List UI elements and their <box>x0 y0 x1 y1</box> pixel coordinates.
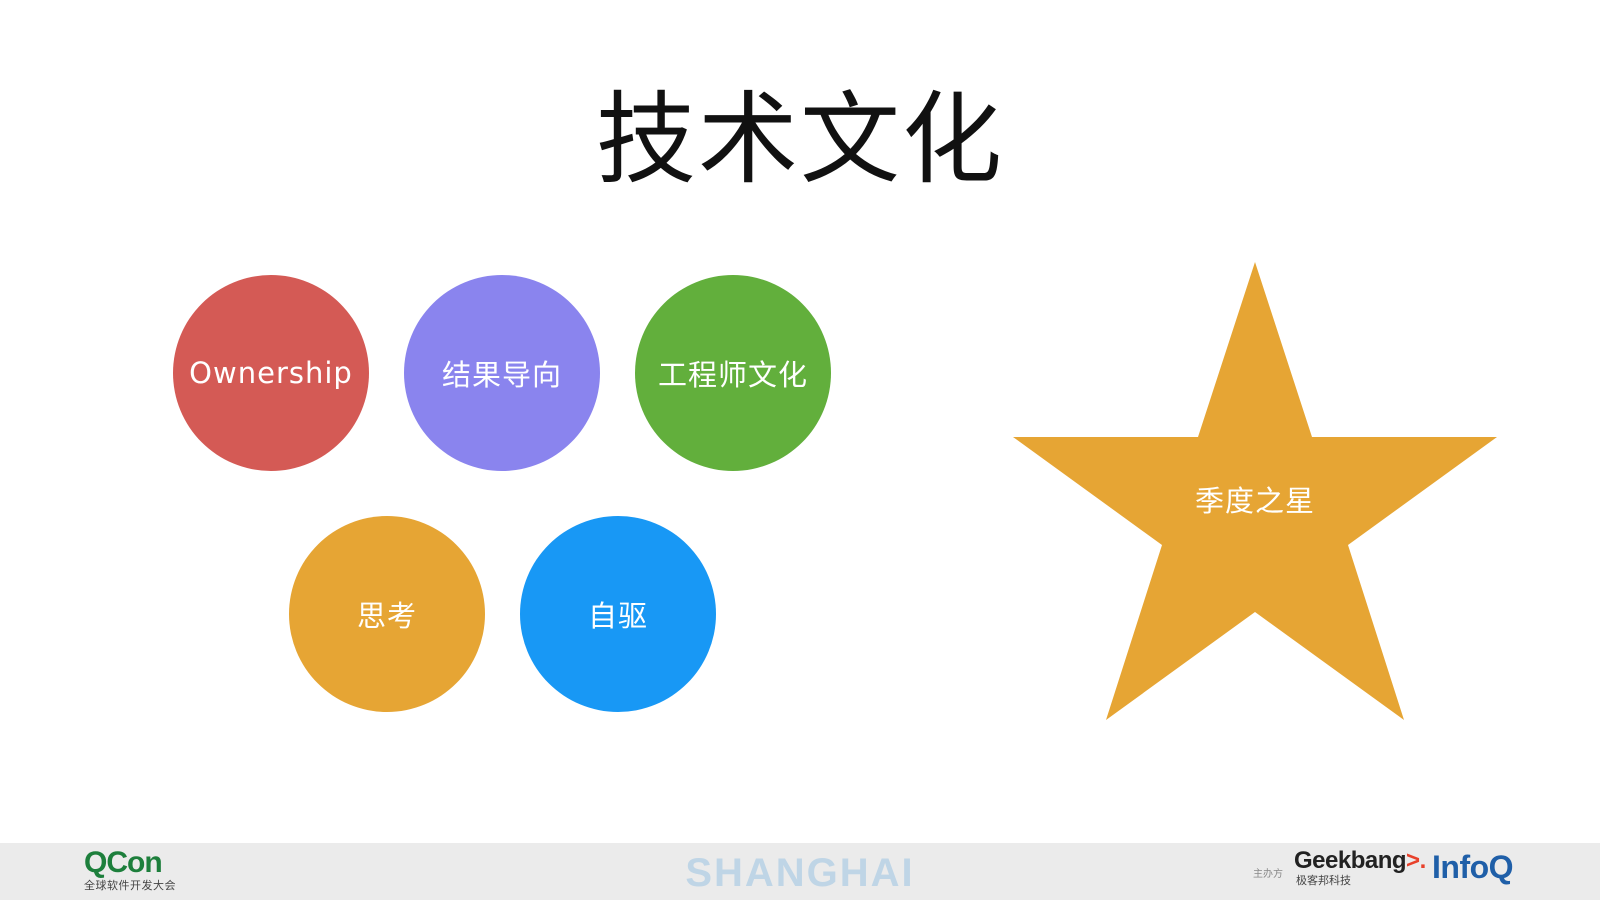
circle-engineer-culture: 工程师文化 <box>635 275 831 471</box>
geekbang-subtitle: 极客邦科技 <box>1296 874 1351 887</box>
city-name: SHANGHAI <box>685 851 915 895</box>
star-shape <box>1013 262 1497 720</box>
geekbang-brand: Geekbang>. <box>1294 847 1426 874</box>
footer-bar: QCon 全球软件开发大会 SHANGHAI 主办方 Geekbang>. 极客… <box>0 843 1600 900</box>
qcon-brand: QCon <box>84 847 194 879</box>
geekbang-logo: Geekbang>. 极客邦科技 <box>1294 847 1426 888</box>
geekbang-arrow-icon: >. <box>1406 847 1426 874</box>
qcon-brand-text: QCon <box>84 846 163 879</box>
infoq-logo: InfoQ <box>1432 849 1514 885</box>
qcon-subtitle: 全球软件开发大会 <box>84 879 176 892</box>
geekbang-brand-text: Geekbang <box>1294 847 1407 874</box>
star-label: 季度之星 <box>1194 484 1315 518</box>
qcon-logo: QCon 全球软件开发大会 <box>84 847 194 897</box>
circle-self-driven: 自驱 <box>520 516 716 712</box>
circle-result-oriented: 结果导向 <box>404 275 600 471</box>
slide-title: 技术文化 <box>596 81 1004 198</box>
circle-ownership: Ownership <box>173 275 369 471</box>
circle-thinking: 思考 <box>289 516 485 712</box>
organizer-label: 主办方 <box>1253 869 1283 880</box>
